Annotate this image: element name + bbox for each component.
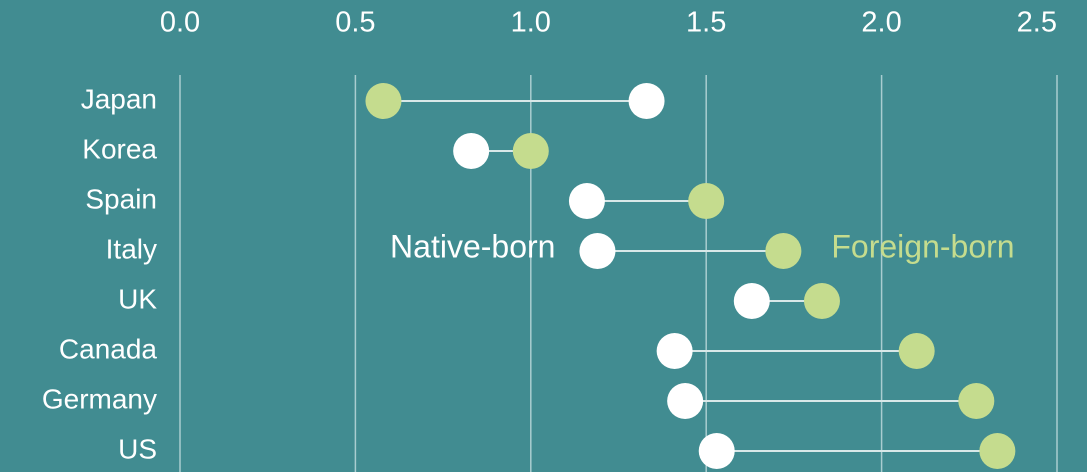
y-tick-label: UK (118, 283, 157, 314)
dot (898, 333, 935, 369)
dot (512, 133, 549, 169)
x-tick-label: 1.5 (686, 7, 726, 39)
dot (979, 433, 1016, 469)
dot (365, 83, 402, 119)
dot (667, 383, 704, 419)
legend-label: Foreign-born (831, 228, 1014, 264)
dot (688, 183, 725, 219)
y-tick-label: Germany (42, 383, 157, 414)
dot (628, 83, 665, 119)
y-tick-label: US (118, 433, 157, 464)
dot (568, 183, 605, 219)
x-tick-label: 1.0 (511, 7, 551, 39)
dot (453, 133, 490, 169)
dot (733, 283, 770, 319)
x-tick-label: 0.0 (160, 7, 200, 39)
dot (579, 233, 616, 269)
dot (803, 283, 840, 319)
dot (958, 383, 995, 419)
y-tick-label: Japan (81, 83, 157, 114)
y-tick-label: Italy (106, 233, 157, 264)
y-tick-label: Spain (85, 183, 157, 214)
x-tick-label: 2.5 (1017, 7, 1057, 39)
dot (698, 433, 735, 469)
y-tick-label: Canada (59, 333, 158, 364)
x-tick-label: 0.5 (335, 7, 375, 39)
y-tick-label: Korea (82, 133, 157, 164)
dot (656, 333, 693, 369)
legend-label: Native-born (390, 228, 555, 264)
x-tick-label: 2.0 (861, 7, 901, 39)
dot (765, 233, 802, 269)
